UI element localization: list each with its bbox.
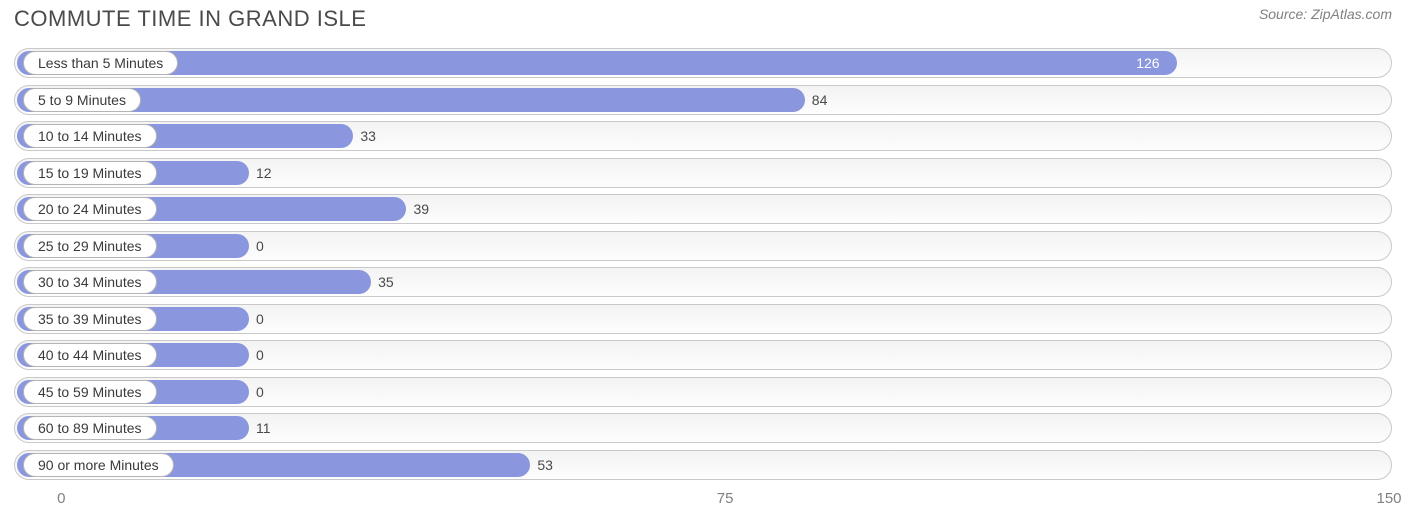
bar-row: 45 to 59 Minutes 0 xyxy=(14,377,1392,407)
value-label: 39 xyxy=(403,194,429,224)
chart-header: COMMUTE TIME IN GRAND ISLE Source: ZipAt… xyxy=(0,0,1406,34)
bar-row: 10 to 14 Minutes 33 xyxy=(14,121,1392,151)
value-label: 84 xyxy=(802,85,828,115)
category-pill: 5 to 9 Minutes xyxy=(23,88,141,112)
axis-tick: 0 xyxy=(57,490,65,507)
category-pill: 20 to 24 Minutes xyxy=(23,197,157,221)
source-prefix: Source: xyxy=(1259,6,1311,22)
bars-area: Less than 5 Minutes126 5 to 9 Minutes 84 10… xyxy=(14,48,1392,486)
category-pill: 30 to 34 Minutes xyxy=(23,270,157,294)
category-pill: 35 to 39 Minutes xyxy=(23,307,157,331)
value-label: 126 xyxy=(14,48,1174,78)
bar-row: 30 to 34 Minutes 35 xyxy=(14,267,1392,297)
value-label: 0 xyxy=(246,231,264,261)
chart-source: Source: ZipAtlas.com xyxy=(1259,6,1392,22)
category-pill: 90 or more Minutes xyxy=(23,453,174,477)
bar-row: 25 to 29 Minutes 0 xyxy=(14,231,1392,261)
axis-tick: 150 xyxy=(1376,490,1401,507)
value-label: 0 xyxy=(246,340,264,370)
chart-title: COMMUTE TIME IN GRAND ISLE xyxy=(14,6,366,32)
value-label: 53 xyxy=(527,450,553,480)
source-name: ZipAtlas.com xyxy=(1311,6,1392,22)
bar-row: 40 to 44 Minutes 0 xyxy=(14,340,1392,370)
category-pill: 10 to 14 Minutes xyxy=(23,124,157,148)
value-label: 0 xyxy=(246,304,264,334)
axis-tick: 75 xyxy=(717,490,734,507)
category-pill: 40 to 44 Minutes xyxy=(23,343,157,367)
bar-row: Less than 5 Minutes126 xyxy=(14,48,1392,78)
value-label: 33 xyxy=(350,121,376,151)
bar-row: 60 to 89 Minutes 11 xyxy=(14,413,1392,443)
value-label: 0 xyxy=(246,377,264,407)
x-axis: 075150 xyxy=(14,490,1392,512)
bar-row: 20 to 24 Minutes 39 xyxy=(14,194,1392,224)
category-pill: 60 to 89 Minutes xyxy=(23,416,157,440)
value-label: 35 xyxy=(368,267,394,297)
category-pill: 15 to 19 Minutes xyxy=(23,161,157,185)
value-label: 11 xyxy=(246,413,271,443)
category-pill: 45 to 59 Minutes xyxy=(23,380,157,404)
category-pill: 25 to 29 Minutes xyxy=(23,234,157,258)
bar-row: 35 to 39 Minutes 0 xyxy=(14,304,1392,334)
value-label: 12 xyxy=(246,158,272,188)
bar-row: 15 to 19 Minutes 12 xyxy=(14,158,1392,188)
bar-row: 5 to 9 Minutes 84 xyxy=(14,85,1392,115)
bar-row: 90 or more Minutes 53 xyxy=(14,450,1392,480)
commute-chart: COMMUTE TIME IN GRAND ISLE Source: ZipAt… xyxy=(0,0,1406,524)
